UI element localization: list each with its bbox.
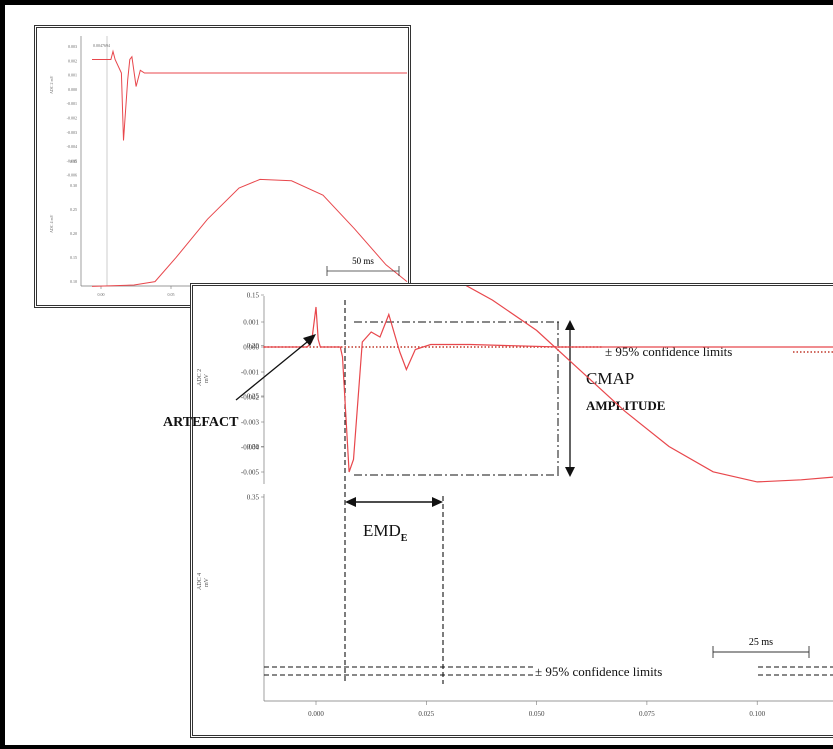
main-x-tick-label: 0.000 — [308, 710, 324, 718]
inset-lower-trace — [91, 178, 408, 287]
emd-arrow-left-head — [345, 497, 356, 507]
inset-overview-panel: 0.003 0.002 0.001 0.000 -0.001 -0.002 -0.003 -0… — [34, 25, 411, 308]
inset-lower-tick-label: 0.30 — [70, 183, 77, 188]
inset-upper-trace — [92, 49, 407, 141]
inset-x-tick-label: 0.00 — [98, 292, 105, 297]
emd-label: EMDE — [363, 521, 408, 544]
main-lower-ylabel: ADC 4 — [197, 573, 203, 590]
main-x-tick-label: 0.075 — [639, 710, 655, 718]
inset-lower-tick-label: 0.25 — [70, 207, 77, 212]
cmap-amplitude-label: AMPLITUDE — [586, 398, 665, 413]
inset-x-tick-label: 0.05 — [168, 292, 175, 297]
inset-upper-tick-label: -0.001 — [67, 101, 77, 106]
main-lower-tick-label: 0.30 — [247, 443, 260, 451]
inset-lower-tick-label: 0.10 — [70, 279, 77, 284]
main-x-ticks: 0.000 0.025 0.050 0.075 0.100 — [308, 701, 766, 718]
main-lower-tick-label: 0.25 — [247, 393, 260, 401]
inset-chart: 0.003 0.002 0.001 0.000 -0.001 -0.002 -0.003 -0… — [49, 36, 408, 297]
inset-upper-tick-label: 0.003 — [68, 44, 77, 49]
main-upper-ylabel: ADC 2 — [197, 369, 203, 386]
inset-scale-bar-label: 50 ms — [352, 256, 374, 266]
inset-upper-tick-label: -0.005 — [67, 158, 77, 163]
inset-upper-tick-label: 0.000 — [68, 87, 77, 92]
main-x-tick-label: 0.100 — [749, 710, 765, 718]
emd-label-main: EMD — [363, 521, 401, 540]
main-x-tick-label: 0.025 — [418, 710, 434, 718]
inset-upper-tick-label: -0.002 — [67, 116, 77, 121]
inset-upper-y-ticks: 0.003 0.002 0.001 0.000 -0.001 -0.002 -0.003 -0… — [67, 44, 77, 178]
main-upper-tick-label: -0.005 — [241, 469, 260, 477]
lower-confidence-label: ± 95% confidence limits — [535, 664, 662, 679]
main-lower-tick-label: 0.20 — [247, 342, 260, 350]
inset-upper-tick-label: 0.001 — [68, 73, 77, 78]
inset-lower-tick-label: 0.20 — [70, 231, 77, 236]
main-upper-tick-label: 0.001 — [243, 319, 259, 327]
cmap-arrow-down-head — [565, 467, 575, 477]
inset-lower-tick-label: 0.15 — [70, 255, 77, 260]
inset-upper-tick-label: -0.003 — [67, 130, 77, 135]
inset-lower-y-ticks: 0.35 0.30 0.25 0.20 0.15 0.10 — [70, 159, 77, 284]
main-lower-tick-label: 0.15 — [247, 292, 260, 300]
inset-upper-tick-label: -0.006 — [67, 173, 77, 178]
main-chart: 0.0010.000-0.001-0.002-0.003-0.004-0.005… — [197, 261, 833, 718]
emd-label-sub: E — [401, 533, 408, 544]
main-upper-tick-label: -0.004 — [241, 444, 260, 452]
main-upper-tick-label: -0.001 — [241, 369, 260, 377]
main-scale-bar-label: 25 ms — [749, 637, 773, 648]
main-detail-panel: 0.001 0.000 -0.001 -0.002 -0.003 -0.004 -0.005… — [190, 261, 833, 738]
inset-lower-axis-label: ADC 4 mV — [49, 214, 54, 233]
inset-cursor-label: 0.0047694 — [93, 43, 110, 48]
inset-lower-tick-label: 0.35 — [70, 159, 77, 164]
inset-upper-axis-label: ADC 2 mV — [49, 75, 54, 94]
cmap-label: CMAP — [586, 369, 634, 388]
emd-arrow-right-head — [432, 497, 443, 507]
main-lower-yunit: mV — [204, 577, 210, 587]
main-lower-tick-label: 0.35 — [247, 494, 260, 502]
upper-confidence-label: ± 95% confidence limits — [605, 344, 732, 359]
main-upper-tick-label: -0.003 — [241, 419, 260, 427]
main-upper-yunit: mV — [204, 373, 210, 383]
inset-upper-tick-label: 0.002 — [68, 58, 77, 63]
main-x-tick-label: 0.050 — [529, 710, 545, 718]
main-lower-trace — [263, 261, 833, 483]
cmap-arrow-up-head — [565, 320, 575, 330]
main-upper-trace — [263, 306, 833, 473]
inset-upper-tick-label: -0.004 — [67, 144, 77, 149]
